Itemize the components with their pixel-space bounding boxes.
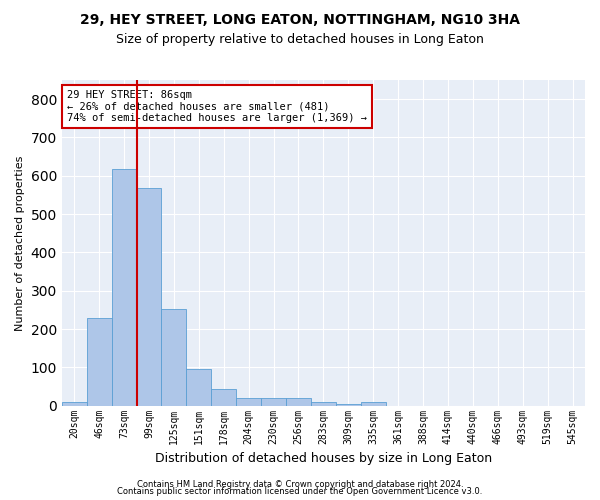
Y-axis label: Number of detached properties: Number of detached properties	[15, 155, 25, 330]
Bar	[62, 402, 87, 406]
Text: Contains public sector information licensed under the Open Government Licence v3: Contains public sector information licen…	[118, 487, 482, 496]
Bar	[361, 402, 386, 406]
X-axis label: Distribution of detached houses by size in Long Eaton: Distribution of detached houses by size …	[155, 452, 492, 465]
Bar	[137, 188, 161, 406]
Bar	[311, 402, 336, 406]
Bar	[336, 404, 361, 406]
Text: Contains HM Land Registry data © Crown copyright and database right 2024.: Contains HM Land Registry data © Crown c…	[137, 480, 463, 489]
Bar	[261, 398, 286, 406]
Bar	[211, 389, 236, 406]
Text: Size of property relative to detached houses in Long Eaton: Size of property relative to detached ho…	[116, 32, 484, 46]
Text: 29 HEY STREET: 86sqm
← 26% of detached houses are smaller (481)
74% of semi-deta: 29 HEY STREET: 86sqm ← 26% of detached h…	[67, 90, 367, 123]
Text: 29, HEY STREET, LONG EATON, NOTTINGHAM, NG10 3HA: 29, HEY STREET, LONG EATON, NOTTINGHAM, …	[80, 12, 520, 26]
Bar	[112, 169, 137, 406]
Bar	[286, 398, 311, 406]
Bar	[87, 318, 112, 406]
Bar	[187, 369, 211, 406]
Bar	[161, 308, 187, 406]
Bar	[236, 398, 261, 406]
